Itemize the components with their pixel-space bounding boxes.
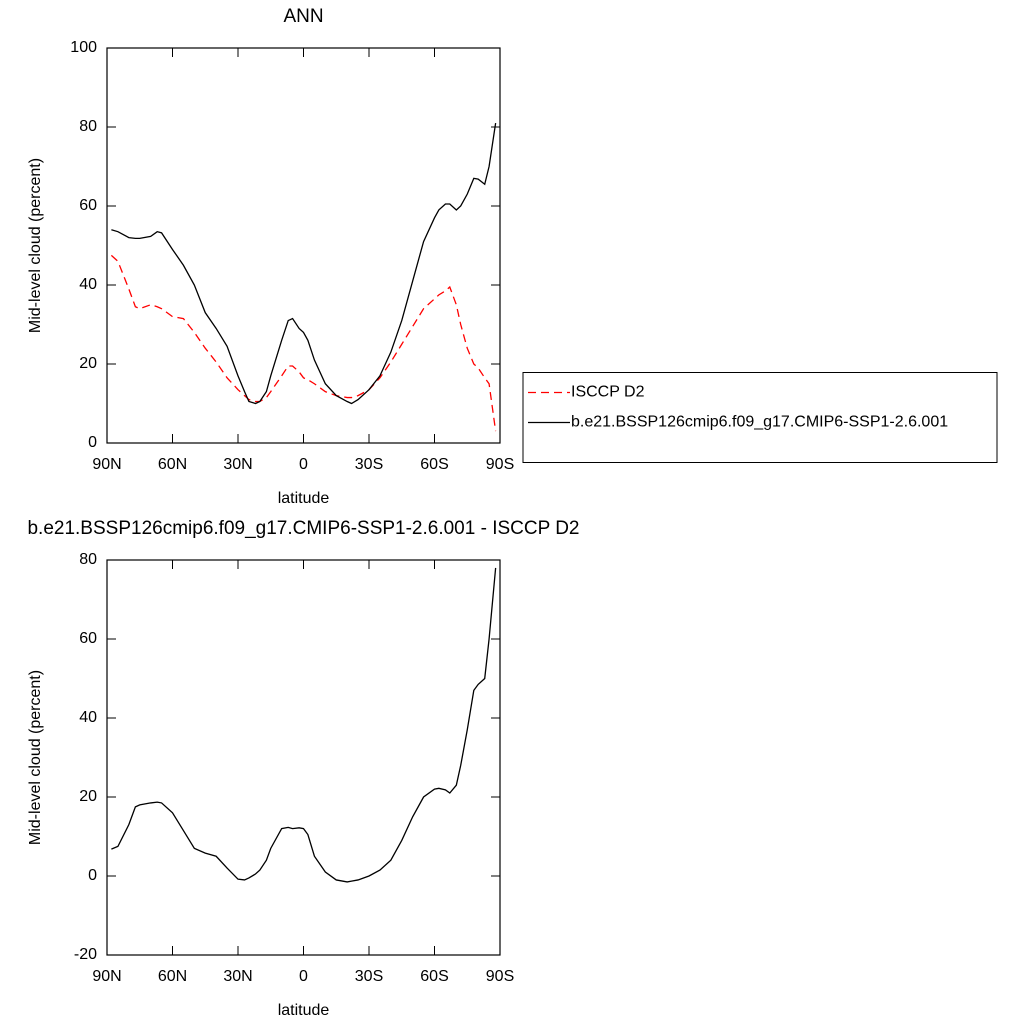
x-tick-label: 30S [355, 968, 383, 985]
legend-label: b.e21.BSSP126cmip6.f09_g17.CMIP6-SSP1-2.… [571, 414, 948, 431]
plot-frame [106, 559, 501, 956]
y-axis-label: Mid-level cloud (percent) [27, 670, 44, 845]
chart-title: ANN [283, 6, 323, 27]
x-tick-label: 90S [486, 968, 514, 985]
y-tick-label: 60 [79, 630, 97, 647]
y-axis-label: Mid-level cloud (percent) [27, 158, 44, 333]
data-line [110, 254, 497, 432]
x-tick-label: 60N [158, 968, 187, 985]
y-tick-label: 40 [79, 276, 97, 293]
x-tick-label: 60S [420, 968, 448, 985]
y-tick-label: 100 [70, 39, 97, 56]
y-tick-label: 20 [79, 355, 97, 372]
y-tick-label: 60 [79, 197, 97, 214]
chart-title: b.e21.BSSP126cmip6.f09_g17.CMIP6-SSP1-2.… [27, 518, 579, 539]
plot-frame [106, 47, 501, 444]
legend-label: ISCCP D2 [571, 384, 645, 401]
y-tick-label: 80 [79, 551, 97, 568]
x-tick-label: 90S [486, 456, 514, 473]
x-tick-label: 30N [223, 968, 252, 985]
x-tick-label: 60S [420, 456, 448, 473]
x-axis-label: latitude [278, 490, 330, 507]
y-tick-label: 80 [79, 118, 97, 135]
y-tick-label: 20 [79, 788, 97, 805]
y-tick-label: 0 [88, 867, 97, 884]
x-tick-label: 0 [299, 968, 308, 985]
x-tick-label: 30N [223, 456, 252, 473]
y-tick-label: 0 [88, 434, 97, 451]
y-tick-label: 40 [79, 709, 97, 726]
data-line [111, 567, 497, 883]
x-tick-label: 90N [92, 456, 121, 473]
legend-box [522, 372, 998, 463]
data-line [111, 122, 497, 405]
x-tick-label: 30S [355, 456, 383, 473]
x-tick-label: 60N [158, 456, 187, 473]
x-axis-label: latitude [278, 1002, 330, 1019]
x-tick-label: 90N [92, 968, 121, 985]
y-tick-label: -20 [74, 946, 97, 963]
x-tick-label: 0 [299, 456, 308, 473]
